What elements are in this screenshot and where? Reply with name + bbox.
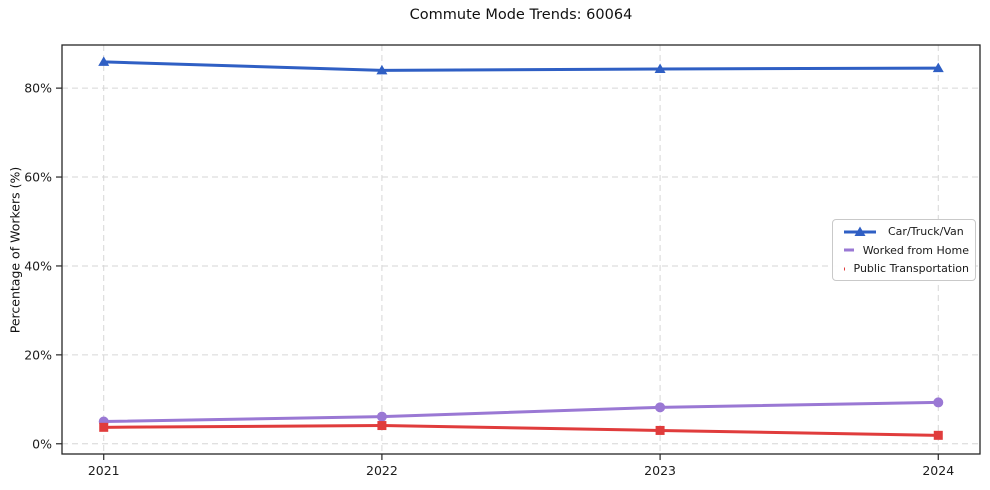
x-tick-label: 2024	[922, 463, 954, 478]
y-tick-label: 0%	[32, 436, 52, 451]
legend-label-worked-from-home: Worked from Home	[862, 243, 969, 257]
y-tick-label: 40%	[24, 258, 52, 273]
x-tick-label: 2023	[644, 463, 676, 478]
axes-frame	[61, 44, 981, 455]
data-point-worked-from-home	[933, 397, 944, 408]
data-point-car-truck-van	[98, 56, 110, 66]
data-point-car-truck-van	[932, 62, 944, 73]
series-line-worked-from-home	[102, 400, 940, 424]
data-point-public-transportation	[99, 422, 109, 432]
data-point-car-truck-van	[376, 64, 388, 75]
data-point-public-transportation	[655, 425, 665, 435]
series-line-car-truck-van	[102, 60, 940, 72]
data-point-public-transportation	[933, 430, 943, 440]
legend-entry-public-transportation: Public Transportation	[843, 260, 969, 278]
legend-triangle-marker-icon	[844, 226, 876, 236]
chart-title: Commute Mode Trends: 60064	[409, 7, 633, 23]
data-point-public-transportation	[377, 421, 387, 431]
data-point-worked-from-home	[655, 402, 666, 413]
x-tick-label: 2022	[366, 463, 398, 478]
series-line-public-transportation	[102, 424, 940, 437]
legend: Car/Truck/Van Worked from Home Public Tr…	[832, 219, 976, 281]
legend-label-public-transportation: Public Transportation	[853, 262, 969, 275]
data-point-car-truck-van	[654, 63, 666, 74]
x-tick-label: 2021	[88, 463, 120, 478]
triangle-marker-glyph	[854, 226, 866, 236]
y-tick-label: 20%	[24, 347, 52, 362]
y-tick-label: 80%	[24, 81, 52, 96]
legend-entry-worked-from-home: Worked from Home	[843, 241, 969, 259]
data-point-worked-from-home	[376, 411, 387, 422]
y-tick-label: 60%	[24, 170, 52, 185]
legend-circle-marker-icon	[844, 248, 854, 252]
legend-label-car-truck-van: Car/Truck/Van	[888, 225, 964, 238]
legend-entry-car-truck-van: Car/Truck/Van	[843, 223, 969, 241]
legend-square-marker-icon	[844, 267, 845, 270]
